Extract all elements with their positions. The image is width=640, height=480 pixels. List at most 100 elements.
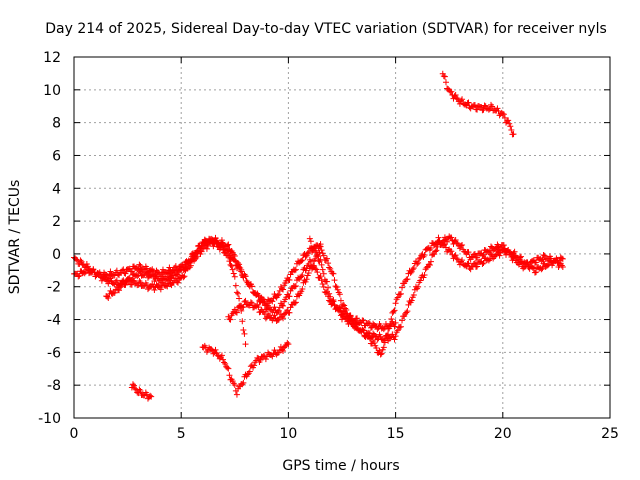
data-point	[84, 263, 91, 270]
y-tick-label: -8	[47, 378, 61, 394]
y-tick-label: 12	[43, 50, 61, 66]
data-point	[292, 283, 299, 290]
data-point	[387, 334, 394, 341]
data-point	[427, 244, 434, 251]
data-point	[247, 299, 254, 306]
data-point	[330, 270, 337, 277]
data-point	[456, 245, 463, 252]
data-point	[320, 283, 327, 290]
data-point	[533, 269, 540, 276]
y-tick-label: 2	[52, 214, 61, 230]
data-point	[181, 273, 188, 280]
data-point	[242, 273, 249, 280]
data-point	[433, 247, 440, 254]
data-point	[118, 283, 125, 290]
data-point	[275, 291, 282, 298]
data-points	[71, 70, 566, 402]
data-point	[221, 359, 228, 366]
data-point	[374, 326, 381, 333]
data-point	[226, 372, 233, 379]
data-point	[277, 311, 284, 318]
data-point	[488, 243, 495, 250]
data-point	[105, 295, 112, 302]
data-point	[181, 266, 188, 273]
data-point	[298, 258, 305, 265]
y-tick-label: 0	[52, 247, 61, 263]
y-tick-label: 10	[43, 83, 61, 99]
data-point	[212, 234, 219, 241]
data-point	[235, 262, 242, 269]
data-point	[224, 364, 231, 371]
data-point	[164, 283, 171, 290]
data-point	[231, 306, 238, 313]
axis-ticks: 0 5 10 15 20 25 -10 -8 -6 -4 -2 0 2 4 6 8 10 12	[38, 50, 619, 442]
data-point	[76, 272, 83, 279]
data-point	[299, 257, 306, 264]
y-tick-label: 8	[52, 116, 61, 132]
data-point	[486, 256, 493, 263]
data-point	[507, 251, 514, 258]
data-point	[416, 256, 423, 263]
data-point	[423, 264, 430, 271]
data-point	[394, 327, 401, 334]
data-point	[465, 249, 472, 256]
data-point	[326, 264, 333, 271]
data-point	[128, 276, 135, 283]
data-point	[533, 259, 540, 266]
data-point	[373, 344, 380, 351]
data-point	[322, 289, 329, 296]
data-point	[539, 256, 546, 263]
data-point	[336, 307, 343, 314]
data-point	[471, 260, 478, 267]
data-point	[372, 333, 379, 340]
x-tick-label: 5	[177, 426, 186, 442]
data-point	[194, 248, 201, 255]
data-point	[408, 297, 415, 304]
data-point	[507, 123, 514, 130]
data-point	[489, 103, 496, 110]
data-point	[359, 326, 366, 333]
data-point	[441, 73, 448, 80]
data-point	[479, 252, 486, 259]
x-tick-label: 0	[70, 426, 79, 442]
data-point	[241, 271, 248, 278]
data-point	[75, 273, 82, 280]
data-point	[127, 277, 134, 284]
data-point	[529, 264, 536, 271]
data-point	[214, 239, 221, 246]
data-point	[208, 346, 215, 353]
data-point	[331, 301, 338, 308]
data-point	[508, 126, 515, 133]
data-point	[467, 266, 474, 273]
data-point	[397, 323, 404, 330]
chart-title: Day 214 of 2025, Sidereal Day-to-day VTE…	[45, 21, 607, 37]
data-point	[227, 261, 234, 268]
data-point	[284, 339, 291, 346]
data-point	[231, 273, 238, 280]
data-point	[313, 249, 320, 256]
data-point	[480, 251, 487, 258]
data-point	[394, 294, 401, 301]
data-point	[113, 277, 120, 284]
x-tick-label: 25	[601, 426, 619, 442]
data-point	[242, 297, 249, 304]
data-point	[310, 262, 317, 269]
data-point	[282, 343, 289, 350]
data-point	[470, 251, 477, 258]
data-point	[548, 255, 555, 262]
data-point	[91, 269, 98, 276]
data-point	[197, 245, 204, 252]
data-point	[198, 242, 205, 249]
data-point	[304, 250, 311, 257]
x-tick-label: 10	[279, 426, 297, 442]
data-point	[275, 349, 282, 356]
data-point	[291, 300, 298, 307]
data-point	[111, 289, 118, 296]
data-point	[233, 391, 240, 398]
data-point	[239, 381, 246, 388]
data-point	[280, 348, 287, 355]
data-point	[332, 283, 339, 290]
data-point	[173, 271, 180, 278]
data-point	[403, 276, 410, 283]
data-point	[360, 317, 367, 324]
